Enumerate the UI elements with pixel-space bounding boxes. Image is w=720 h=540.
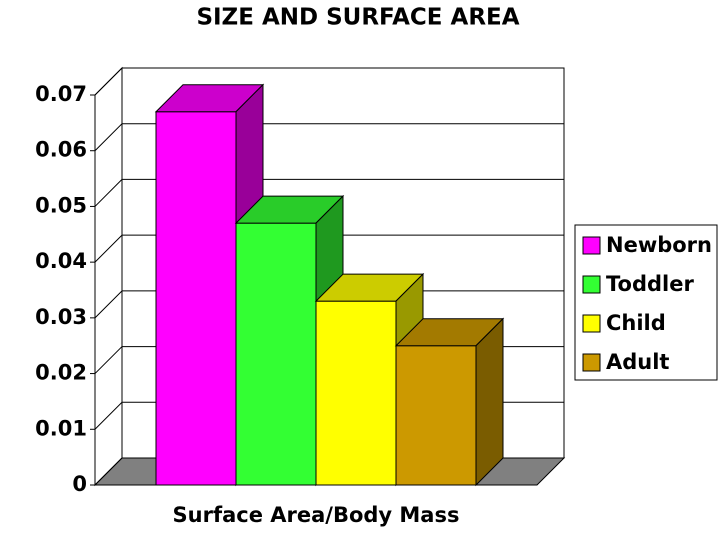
legend-swatch [582,275,601,294]
y-tick-label: 0.04 [35,249,87,273]
y-tick-label: 0.02 [35,361,87,385]
bar [395,345,477,486]
bar [235,222,317,486]
legend-swatch [582,353,601,372]
grid-line [94,234,564,263]
y-tick-label: 0.06 [35,138,87,162]
legend-label: Adult [606,350,669,374]
grid-line [94,67,564,96]
chart-title: SIZE AND SURFACE AREA [196,5,519,31]
grid-line [94,178,564,207]
bar-side [475,317,504,487]
legend-label: Child [606,311,666,335]
bar [155,111,237,486]
y-tick-label: 0.07 [35,82,87,106]
legend-label: Newborn [606,233,712,257]
bar [315,300,397,486]
y-tick-label: 0 [72,472,87,496]
legend-label: Toddler [606,272,694,296]
legend-swatch [582,236,601,255]
x-axis-label: Surface Area/Body Mass [173,503,460,527]
grid-line [94,123,564,152]
side-wall [94,66,123,487]
y-tick-label: 0.03 [35,305,87,329]
y-tick-label: 0.01 [35,416,87,440]
y-tick-label: 0.05 [35,193,87,217]
legend-swatch [582,314,601,333]
